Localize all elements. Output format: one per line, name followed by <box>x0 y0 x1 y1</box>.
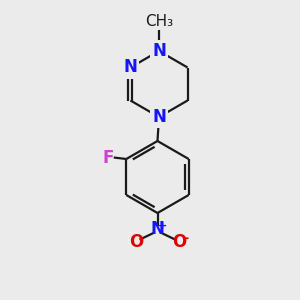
Text: N: N <box>152 42 166 60</box>
Text: N: N <box>152 108 166 126</box>
Text: O: O <box>129 233 143 251</box>
Text: N: N <box>124 58 137 76</box>
Text: CH₃: CH₃ <box>145 14 173 29</box>
Text: O: O <box>172 233 186 251</box>
Text: F: F <box>102 148 113 166</box>
Text: N: N <box>151 220 164 238</box>
Text: +: + <box>158 221 167 231</box>
Text: -: - <box>183 232 188 245</box>
